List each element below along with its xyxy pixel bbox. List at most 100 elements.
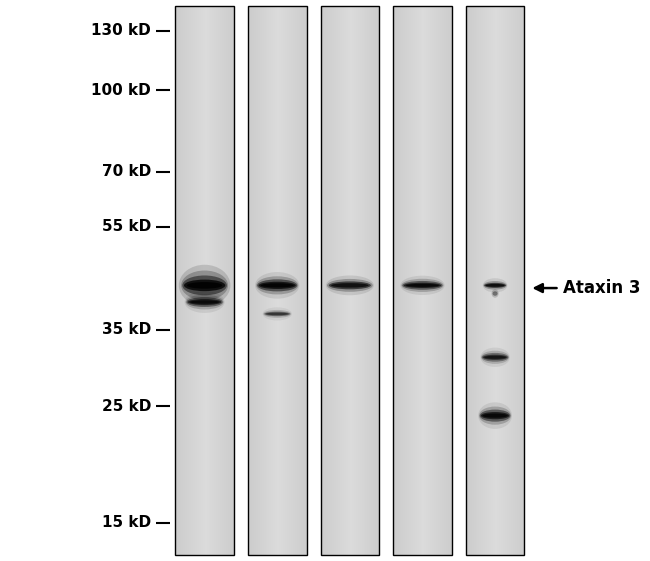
Bar	[197, 6, 199, 555]
Ellipse shape	[483, 278, 508, 292]
Ellipse shape	[482, 413, 508, 418]
Bar	[369, 6, 371, 555]
Bar	[426, 6, 428, 555]
Bar	[422, 6, 424, 555]
Bar	[346, 6, 348, 555]
Bar	[409, 6, 411, 555]
Bar	[214, 6, 216, 555]
Ellipse shape	[265, 311, 290, 316]
Bar	[301, 6, 303, 555]
Bar	[472, 6, 474, 555]
Bar	[291, 6, 293, 555]
Bar	[499, 6, 501, 555]
Bar	[248, 6, 307, 555]
Bar	[448, 6, 450, 555]
Bar	[275, 6, 277, 555]
Bar	[363, 6, 365, 555]
Bar	[393, 6, 452, 555]
Bar	[328, 6, 330, 555]
Bar	[320, 6, 379, 555]
Ellipse shape	[484, 283, 506, 288]
Bar	[213, 6, 214, 555]
Bar	[444, 6, 446, 555]
Bar	[187, 6, 189, 555]
Bar	[248, 6, 250, 555]
Bar	[379, 6, 393, 555]
Ellipse shape	[187, 282, 222, 289]
Bar	[417, 6, 419, 555]
Bar	[377, 6, 379, 555]
Bar	[401, 6, 403, 555]
Ellipse shape	[329, 282, 371, 289]
Bar	[373, 6, 375, 555]
Bar	[205, 6, 207, 555]
Bar	[218, 6, 220, 555]
Bar	[450, 6, 452, 555]
Bar	[411, 6, 413, 555]
Bar	[395, 6, 397, 555]
Bar	[501, 6, 503, 555]
Bar	[183, 6, 185, 555]
Bar	[232, 6, 234, 555]
Bar	[199, 6, 201, 555]
Text: 70 kD: 70 kD	[102, 164, 151, 179]
Ellipse shape	[406, 284, 439, 287]
Bar	[176, 6, 234, 555]
Bar	[177, 6, 179, 555]
Ellipse shape	[190, 300, 220, 304]
Bar	[478, 6, 480, 555]
Bar	[344, 6, 346, 555]
Bar	[365, 6, 367, 555]
Bar	[201, 6, 203, 555]
Text: Ataxin 3: Ataxin 3	[563, 279, 640, 297]
Bar	[234, 6, 248, 555]
Ellipse shape	[259, 282, 296, 289]
Bar	[405, 6, 407, 555]
Bar	[442, 6, 444, 555]
Ellipse shape	[482, 353, 508, 362]
Ellipse shape	[184, 279, 226, 291]
Ellipse shape	[402, 281, 443, 290]
Bar	[407, 6, 409, 555]
Bar	[466, 6, 525, 555]
Bar	[446, 6, 448, 555]
Ellipse shape	[331, 283, 369, 288]
Ellipse shape	[493, 291, 498, 296]
Ellipse shape	[491, 289, 499, 298]
Bar	[424, 6, 426, 555]
Bar	[289, 6, 291, 555]
Bar	[489, 6, 491, 555]
Ellipse shape	[480, 410, 510, 422]
Bar	[324, 6, 326, 555]
Bar	[261, 6, 263, 555]
Bar	[179, 6, 181, 555]
Ellipse shape	[486, 284, 504, 287]
Bar	[297, 6, 299, 555]
Ellipse shape	[257, 279, 297, 291]
Ellipse shape	[479, 407, 511, 425]
Bar	[257, 6, 259, 555]
Bar	[226, 6, 228, 555]
Bar	[211, 6, 213, 555]
Bar	[521, 6, 523, 555]
Bar	[354, 6, 356, 555]
Bar	[280, 6, 281, 555]
Bar	[486, 6, 488, 555]
Bar	[283, 6, 285, 555]
Bar	[397, 6, 399, 555]
Text: 15 kD: 15 kD	[102, 515, 151, 530]
Bar	[320, 6, 322, 555]
Bar	[371, 6, 373, 555]
Bar	[203, 6, 205, 555]
Bar	[295, 6, 297, 555]
Bar	[338, 6, 340, 555]
Bar	[509, 6, 511, 555]
Bar	[350, 6, 352, 555]
Ellipse shape	[179, 265, 230, 306]
Bar	[342, 6, 344, 555]
Bar	[285, 6, 287, 555]
Bar	[419, 6, 421, 555]
Bar	[482, 6, 484, 555]
Bar	[195, 6, 197, 555]
Ellipse shape	[255, 272, 300, 298]
